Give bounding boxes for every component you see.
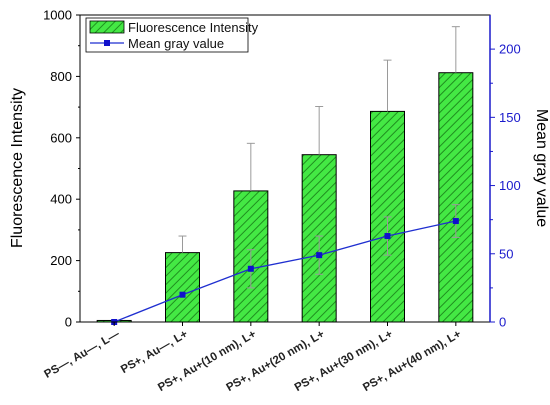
right-tick-label-100: 100: [499, 178, 521, 193]
left-tick-label-1000: 1000: [43, 8, 72, 23]
line-point-3: [316, 252, 323, 259]
x-tick-label-0: PS—, Au—, L—: [42, 328, 122, 381]
left-y-axis: 0 200 400 600 800 1000: [43, 8, 80, 330]
legend-label-bars: Fluorescence Intensity: [128, 20, 259, 35]
bar-1: [165, 252, 200, 323]
error-bars-layer: [178, 26, 460, 253]
right-tick-label-150: 150: [499, 110, 521, 125]
line-point-2: [247, 265, 254, 272]
right-y-axis-title: Mean gray value: [533, 109, 550, 227]
left-tick-label-800: 800: [50, 69, 72, 84]
legend-swatch-bars: [89, 20, 125, 34]
plot-frame: [79, 14, 491, 323]
line-point-1: [179, 291, 186, 298]
right-tick-label-0: 0: [499, 315, 506, 330]
x-axis: PS—, Au—, L—PS+, Au—, L+PS+, Au+(10 nm),…: [42, 322, 464, 394]
left-tick-label-600: 600: [50, 130, 72, 145]
bars-layer: [96, 72, 474, 323]
bar-5: [438, 72, 474, 323]
mean-gray-line: [113, 220, 456, 323]
right-y-axis: 0 50 100 150 200: [490, 42, 521, 330]
legend: Fluorescence Intensity Mean gray value: [85, 17, 259, 53]
left-y-axis-title: Fluorescence Intensity: [9, 88, 26, 248]
right-tick-label-50: 50: [499, 246, 513, 261]
legend-label-line: Mean gray value: [128, 36, 224, 51]
left-tick-label-200: 200: [50, 253, 72, 268]
legend-swatch-marker: [104, 40, 110, 46]
plot-area-border: [79, 14, 491, 323]
left-tick-label-400: 400: [50, 192, 72, 207]
left-tick-label-0: 0: [65, 315, 72, 330]
line-point-5: [452, 218, 459, 225]
line-point-4: [384, 233, 391, 240]
x-tick-label-1: PS+, Au—, L+: [119, 328, 190, 376]
line-layer: [111, 204, 460, 325]
right-tick-label-200: 200: [499, 42, 521, 57]
